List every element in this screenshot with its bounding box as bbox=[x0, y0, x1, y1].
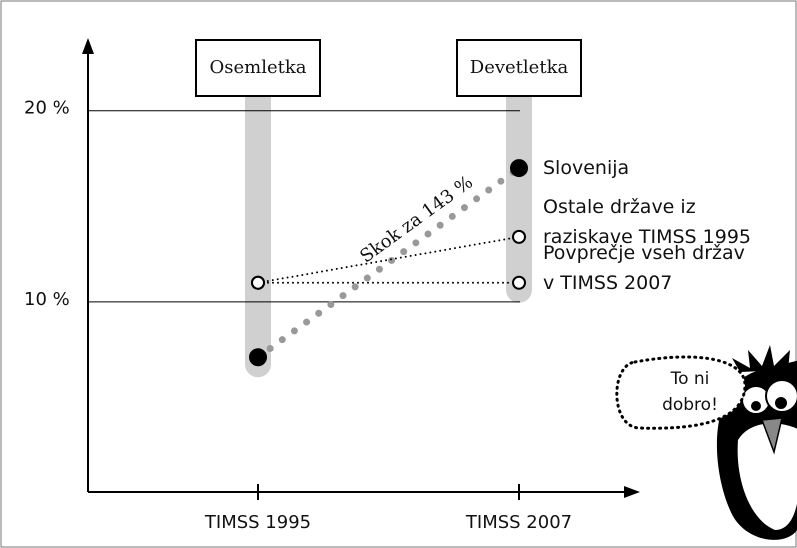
data-point bbox=[251, 275, 265, 290]
category-box-label: Devetletka bbox=[470, 57, 569, 78]
data-point bbox=[510, 159, 528, 178]
y-axis-arrow bbox=[82, 38, 94, 54]
series-line bbox=[254, 164, 523, 361]
y-tick-label: 20 % bbox=[24, 98, 70, 119]
series-label: Slovenija bbox=[543, 157, 630, 180]
category-box-label: Osemletka bbox=[210, 57, 307, 78]
speech-bubble bbox=[615, 355, 747, 430]
series-line bbox=[257, 235, 520, 284]
series-label: Povprečje vseh držav v TIMSS 2007 bbox=[543, 241, 745, 294]
x-axis-arrow bbox=[624, 486, 640, 498]
category-box bbox=[195, 39, 321, 97]
highlight-band bbox=[506, 80, 532, 303]
series-label: Ostale države iz raziskave TIMSS 1995 bbox=[543, 195, 752, 248]
x-tick-label: TIMSS 2007 bbox=[465, 512, 572, 533]
data-point bbox=[512, 229, 526, 244]
y-tick-label: 10 % bbox=[24, 289, 70, 310]
speech-text: To ni dobro! bbox=[662, 369, 718, 415]
category-box bbox=[456, 39, 582, 97]
data-point bbox=[512, 275, 526, 290]
highlight-band bbox=[245, 80, 271, 378]
data-point bbox=[249, 348, 267, 367]
annotation: Skok za 143 % bbox=[356, 172, 477, 268]
x-tick-label: TIMSS 1995 bbox=[204, 512, 311, 533]
